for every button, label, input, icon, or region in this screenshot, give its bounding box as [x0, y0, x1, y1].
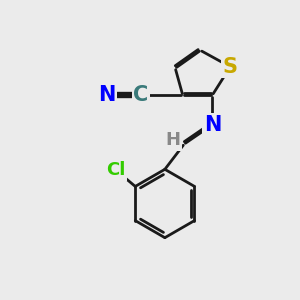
Text: C: C: [134, 85, 149, 105]
Text: N: N: [98, 85, 116, 105]
Text: S: S: [223, 57, 238, 77]
Text: N: N: [204, 115, 221, 135]
Text: H: H: [165, 131, 180, 149]
Text: Cl: Cl: [106, 161, 126, 179]
